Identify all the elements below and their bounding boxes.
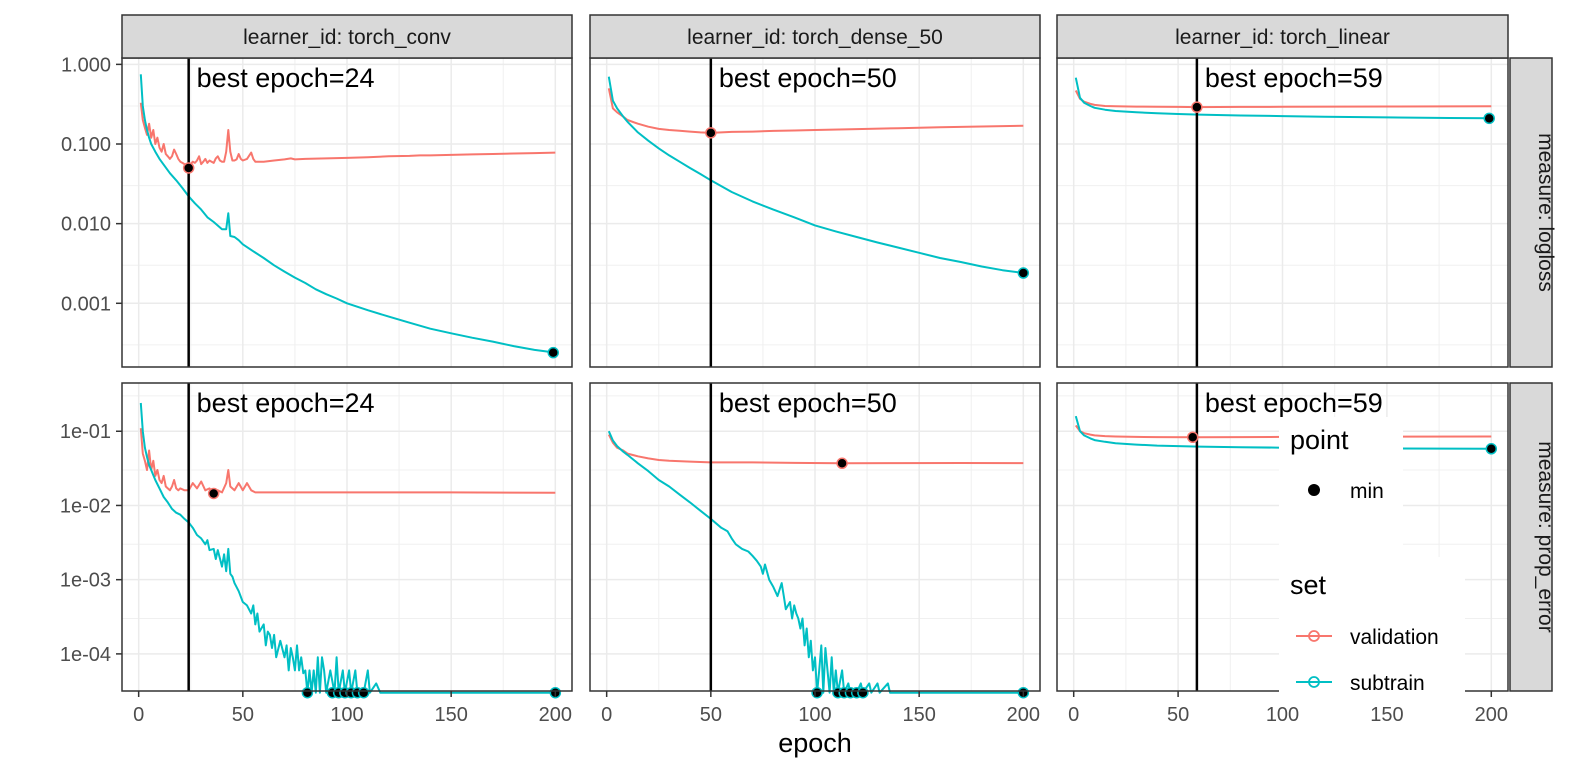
y-tick-label: 0.010 <box>61 214 111 236</box>
facet-strip-column <box>121 14 573 59</box>
min-point <box>1186 431 1199 443</box>
subtrain-line <box>139 74 556 354</box>
min-point <box>1483 112 1495 125</box>
x-tick-label: 50 <box>232 704 254 726</box>
best-epoch-label: best epoch=59 <box>1205 63 1383 93</box>
facet-strip-label: learner_id: torch_dense_50 <box>687 26 943 49</box>
min-point <box>357 686 370 699</box>
legend: point min set validation subtrain <box>1279 417 1465 697</box>
panel-series-0-0 <box>139 74 556 354</box>
min-point <box>1191 101 1203 113</box>
min-point <box>705 127 717 139</box>
x-tick-label: 100 <box>1266 704 1299 726</box>
facet-strip-row <box>1509 382 1553 692</box>
facet-strip-label: learner_id: torch_linear <box>1175 26 1390 49</box>
min-point <box>836 457 848 470</box>
panel-logloss-0 <box>122 58 572 367</box>
axes-layer: 1.000 0.100 0.010 0.001 1e-01 1e-02 1e-03 1e-04… <box>60 54 1508 726</box>
x-tick-label: 150 <box>434 704 467 726</box>
min-point <box>1017 267 1030 279</box>
y-tick-label: 0.100 <box>61 134 111 156</box>
x-tick-label: 0 <box>133 704 144 726</box>
validation-line <box>139 428 556 495</box>
x-axis-label: epoch <box>778 728 852 758</box>
facet-strip-label: measure: logloss <box>1534 133 1557 292</box>
subtrain-line <box>1074 415 1492 450</box>
legend-subtrain-key-point <box>1308 676 1320 688</box>
x-tick-label: 0 <box>1068 704 1079 726</box>
min-point <box>182 162 195 174</box>
panel-logloss-2 <box>1057 58 1508 367</box>
validation-line <box>1074 424 1492 439</box>
legend-min-label: min <box>1350 480 1384 503</box>
x-tick-label: 100 <box>330 704 363 726</box>
best-epoch-label: best epoch=24 <box>197 63 375 93</box>
panel-prop_error-0 <box>122 383 572 691</box>
x-tick-label: 0 <box>601 704 612 726</box>
facet-strip-row <box>1509 57 1553 368</box>
legend-set-box <box>1279 557 1465 697</box>
facet-strip-column <box>589 14 1041 59</box>
y-tick-label: 1e-01 <box>60 421 111 443</box>
min-point <box>547 346 559 359</box>
min-point <box>207 487 220 500</box>
legend-subtrain-label: subtrain <box>1350 672 1425 695</box>
validation-line <box>1074 90 1492 109</box>
panel-prop_error-1 <box>590 383 1040 691</box>
panel-series-0-2 <box>1074 77 1492 120</box>
y-tick-label: 0.001 <box>61 293 111 315</box>
facet-strip-label: measure: prop_error <box>1534 441 1557 632</box>
x-tick-label: 200 <box>1007 704 1040 726</box>
y-tick-label: 1e-03 <box>60 570 111 592</box>
x-tick-label: 200 <box>539 704 572 726</box>
x-tick-label: 200 <box>1475 704 1508 726</box>
strips-layer: learner_id: torch_conv learner_id: torch_… <box>121 14 1557 692</box>
min-point <box>1485 443 1498 455</box>
x-tick-label: 50 <box>700 704 722 726</box>
y-tick-label: 1e-04 <box>60 644 111 666</box>
legend-point-box <box>1279 417 1403 557</box>
min-point <box>301 686 314 699</box>
validation-line <box>139 102 556 167</box>
min-point <box>811 686 823 699</box>
best-epoch-label: best epoch=50 <box>719 388 897 418</box>
legend-validation-key-point <box>1308 630 1320 642</box>
panel-series-1-2 <box>1074 415 1492 450</box>
y-tick-label: 1.000 <box>61 54 111 76</box>
x-tick-label: 150 <box>1370 704 1403 726</box>
legend-set-title: set <box>1290 570 1327 600</box>
facet-strip-column <box>1056 14 1509 59</box>
legend-point-title: point <box>1290 425 1349 455</box>
y-tick-label: 1e-02 <box>60 495 111 517</box>
x-tick-label: 50 <box>1167 704 1189 726</box>
subtrain-line <box>607 76 1024 274</box>
best-epoch-label: best epoch=59 <box>1205 388 1383 418</box>
subtrain-line <box>1074 77 1492 120</box>
x-tick-label: 150 <box>902 704 935 726</box>
best-epoch-label: best epoch=50 <box>719 63 897 93</box>
best-epoch-label: best epoch=24 <box>197 388 375 418</box>
x-tick-label: 100 <box>798 704 831 726</box>
panel-logloss-1 <box>590 58 1040 367</box>
facet-strip-label: learner_id: torch_conv <box>243 26 451 49</box>
legend-min-key <box>1308 484 1320 496</box>
min-point <box>857 686 869 699</box>
legend-validation-label: validation <box>1350 626 1439 649</box>
